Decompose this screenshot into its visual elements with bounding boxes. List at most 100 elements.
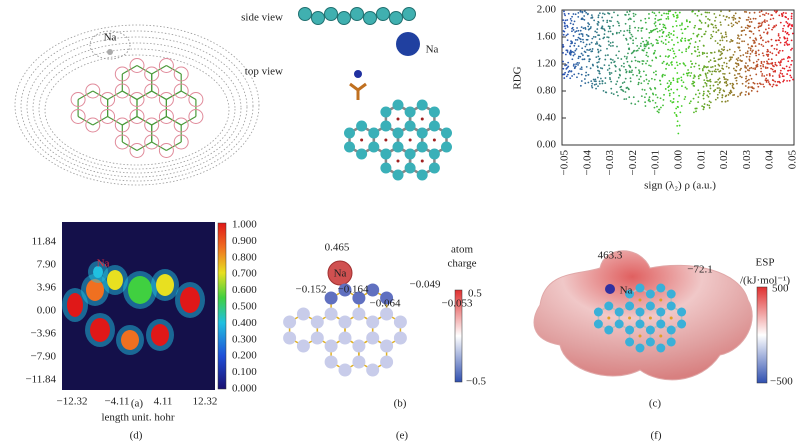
rdg-point — [725, 62, 728, 65]
rdg-point — [697, 45, 699, 48]
rdg-point — [728, 48, 731, 51]
rdg-point — [671, 63, 673, 66]
rdg-point — [697, 33, 700, 36]
rdg-point — [775, 39, 778, 42]
panel-caption: (d) — [130, 430, 143, 442]
rdg-point — [772, 26, 775, 29]
rdg-point — [755, 54, 758, 57]
rdg-point — [747, 86, 750, 89]
rdg-point — [760, 24, 763, 27]
rdg-point — [743, 40, 746, 43]
rdg-point — [629, 77, 632, 80]
rdg-point — [723, 78, 726, 80]
x-tick-label: −12.32 — [57, 396, 88, 408]
colorbar-label: 0.400 — [232, 317, 257, 329]
atom — [310, 315, 324, 329]
density-blob — [107, 270, 123, 290]
ring-center — [659, 298, 663, 302]
rdg-point — [708, 60, 710, 63]
rdg-point — [761, 52, 764, 55]
rdg-point — [732, 18, 735, 21]
rdg-point — [627, 18, 630, 21]
rdg-point — [623, 65, 625, 68]
rdg-point — [587, 54, 590, 57]
rdg-point — [758, 43, 761, 45]
rdg-point — [652, 52, 655, 55]
rdg-point — [597, 20, 600, 23]
axis-title: length unit. hohr — [101, 412, 174, 424]
rdg-point — [658, 11, 661, 14]
rdg-point — [782, 11, 785, 14]
atom — [614, 319, 624, 329]
rdg-point — [671, 39, 673, 41]
rdg-point — [721, 36, 723, 39]
rdg-point — [710, 73, 713, 76]
colorbar — [454, 289, 463, 383]
rdg-point — [661, 75, 664, 78]
rdg-point — [717, 78, 720, 81]
rdg-point — [734, 17, 737, 20]
rdg-point — [666, 82, 669, 85]
rdg-point — [781, 73, 784, 75]
rdg-point — [659, 97, 662, 100]
view-label: side view — [241, 12, 283, 24]
atom — [389, 11, 403, 25]
rdg-point — [612, 44, 614, 47]
rdg-point — [681, 32, 684, 35]
x-tick-label: −0.05 — [559, 150, 571, 176]
rdg-point — [708, 104, 711, 107]
rdg-point — [575, 30, 578, 33]
rdg-point — [716, 42, 719, 45]
rdg-point — [781, 67, 784, 70]
rdg-point — [640, 42, 642, 45]
rdg-point — [711, 65, 714, 68]
rdg-point — [760, 60, 763, 63]
rdg-point — [757, 85, 760, 88]
rdg-point — [697, 101, 700, 104]
atom — [416, 127, 428, 139]
rdg-point — [721, 39, 724, 42]
rdg-point — [621, 82, 624, 84]
rdg-point — [654, 28, 657, 31]
atom — [604, 325, 614, 335]
colorbar-title: charge — [447, 258, 476, 270]
rdg-point — [753, 40, 756, 42]
rdg-point — [616, 45, 618, 48]
rdg-point — [602, 12, 604, 15]
rdg-point — [750, 86, 753, 88]
rdg-point — [698, 40, 701, 42]
rdg-point — [738, 37, 741, 40]
rdg-point — [573, 20, 576, 23]
rdg-point — [654, 17, 657, 20]
atom — [677, 307, 687, 317]
rdg-point — [767, 12, 770, 15]
rdg-point — [686, 87, 688, 90]
rdg-point — [705, 76, 708, 79]
rdg-point — [723, 76, 725, 78]
rdg-point — [752, 67, 755, 70]
rdg-point — [727, 24, 730, 27]
rdg-point — [724, 33, 727, 36]
rdg-point — [723, 72, 726, 75]
rdg-point — [563, 22, 566, 25]
rdg-point — [586, 13, 589, 16]
rdg-point — [641, 37, 643, 40]
rdg-point — [668, 36, 671, 39]
rdg-point — [702, 105, 705, 108]
rdg-point — [789, 69, 792, 72]
rdg-point — [681, 22, 683, 25]
rdg-point — [771, 62, 773, 65]
rdg-point — [722, 68, 725, 70]
atom — [428, 162, 440, 174]
rdg-point — [640, 19, 642, 22]
rdg-point — [582, 27, 585, 30]
rdg-point — [787, 18, 790, 20]
rdg-point — [651, 92, 654, 95]
rdg-point — [761, 74, 763, 77]
charge-label: −0.053 — [442, 298, 473, 310]
rdg-point — [597, 61, 600, 63]
rdg-point — [735, 79, 738, 82]
rdg-point — [717, 58, 720, 61]
rdg-point — [709, 70, 711, 73]
rdg-point — [579, 29, 582, 32]
